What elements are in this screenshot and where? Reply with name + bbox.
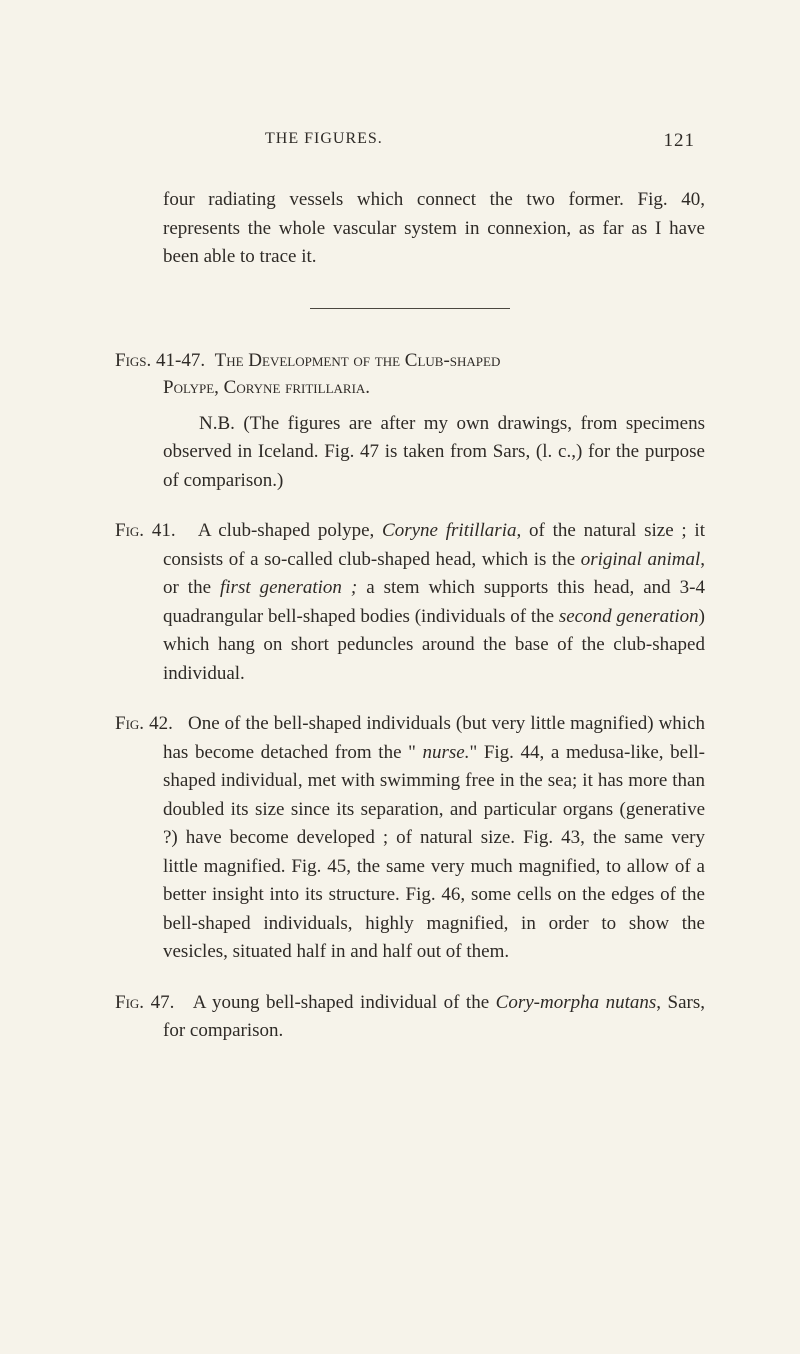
section-heading: Figs. 41-47. The Development of the Club… <box>115 347 705 402</box>
fig-label: Fig. <box>115 520 144 541</box>
section-divider <box>310 308 510 309</box>
fig-italic: Cory-morpha nutans <box>496 992 657 1013</box>
running-header: THE FIGURES. 121 <box>115 130 705 152</box>
fig-label: Fig. <box>115 713 144 734</box>
fig-text: A club-shaped polype, <box>198 520 382 541</box>
nb-text: N.B. (The figures are after my own drawi… <box>163 410 705 496</box>
fig-num: 47. <box>151 992 175 1013</box>
section-title-1a: The <box>215 350 244 371</box>
nb-paragraph: N.B. (The figures are after my own drawi… <box>163 410 705 496</box>
section-label-range: 41-47. <box>156 350 205 371</box>
fig-text: " Fig. 44, a medusa-like, bell-shaped in… <box>163 742 705 963</box>
section-label-prefix: Figs. <box>115 350 151 371</box>
fig-italic: first generation ; <box>220 577 357 598</box>
section-title-2: Polype, Coryne fritillaria. <box>163 374 705 402</box>
fig-47-entry: Fig. 47. A young bell-shaped individual … <box>115 989 705 1046</box>
fig-italic: nurse. <box>422 742 469 763</box>
fig-text: A young bell-shaped individual of the <box>193 992 496 1013</box>
fig-italic: original animal <box>581 549 701 570</box>
intro-paragraph: four radiating vessels which connect the… <box>163 186 705 272</box>
section-title-1b: Development of the Club-shaped <box>248 350 500 371</box>
header-title: THE FIGURES. <box>265 130 383 152</box>
fig-italic: second generation <box>559 606 699 627</box>
fig-italic: Coryne fritillaria <box>382 520 516 541</box>
fig-num: 41. <box>152 520 176 541</box>
fig-label: Fig. <box>115 992 144 1013</box>
fig-41-entry: Fig. 41. A club-shaped polype, Coryne fr… <box>115 517 705 688</box>
fig-num: 42. <box>149 713 173 734</box>
page-number: 121 <box>664 130 696 152</box>
fig-42-entry: Fig. 42. One of the bell-shaped individu… <box>115 710 705 967</box>
